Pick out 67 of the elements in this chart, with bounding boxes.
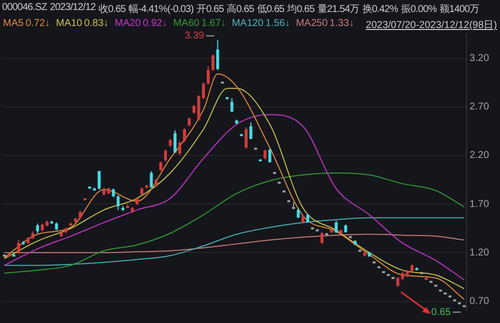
candlestick [235,119,238,125]
text: 高0.65 [226,2,254,16]
candlestick [406,270,409,278]
text: MA10 0.83↓ [56,18,109,29]
text: 收0.65 [98,3,126,16]
candlestick [22,240,25,246]
candlestick [78,210,82,220]
candlestick [211,54,214,72]
text: 2023/07/20-2023/12/12(98日) [366,19,497,32]
candlestick [264,149,267,160]
candlestick [140,187,144,196]
text: 换0.42% [362,3,398,16]
y-tick-label: 2.70 [470,102,490,113]
candlestick [368,251,371,257]
candlestick [206,66,210,86]
candlestick [130,206,134,214]
line-series [4,234,465,254]
y-tick-label: 1.70 [470,198,490,210]
candlestick [174,130,176,153]
line-series [4,114,465,280]
candlestick [136,196,139,206]
y-tick-label: 1.20 [470,247,490,258]
text: 均0.65 [287,3,314,16]
candlestick [363,251,366,258]
candlestick [154,178,158,188]
candlestick [150,170,153,188]
text: 2023/12/12 [50,2,96,15]
candlestick [164,149,168,162]
candlestick [116,194,120,210]
candlestick [55,222,58,231]
text: MA60 1.67↓ [173,18,226,29]
candlestick [145,184,148,190]
text: 开0.65 [196,3,224,16]
candlestick [354,240,357,245]
candlestick [410,264,414,273]
text: 低0.65 [256,3,284,16]
candlestick [17,240,20,254]
annotation: 0.65 [431,306,452,318]
y-tick-label: 2.20 [470,150,490,162]
candlestick [268,148,272,162]
candlestick [216,39,220,70]
y-tick-label: 0.70 [470,296,490,308]
text: MA120 1.56↓ [232,18,290,29]
candlestick [121,206,124,212]
candlestick [74,217,77,224]
candlestick [249,122,252,139]
candlestick [98,171,101,190]
text: 幅-4.41%(-0.03) [128,3,194,16]
line-series [4,217,465,266]
chart-title: 000046.SZ [2,2,47,15]
candlestick [302,214,304,224]
candlestick [202,82,205,100]
line-series [4,172,465,274]
candlestick [344,224,348,232]
text: MA20 0.92↓ [114,18,168,29]
text: 振0.00% [400,3,437,16]
candlestick [159,160,162,172]
y-tick-label: 3.20 [470,53,490,64]
candlestick [92,187,96,191]
text: 量21.54万 [317,3,360,16]
candlestick [230,98,234,112]
candlestick [112,188,115,198]
text: MA5 0.72↓ [3,18,50,29]
annotation: 3.39 [184,30,205,42]
text: 额1400万 [440,2,480,16]
text: MA250 1.33↓ [296,18,354,29]
candlestick [26,236,30,244]
